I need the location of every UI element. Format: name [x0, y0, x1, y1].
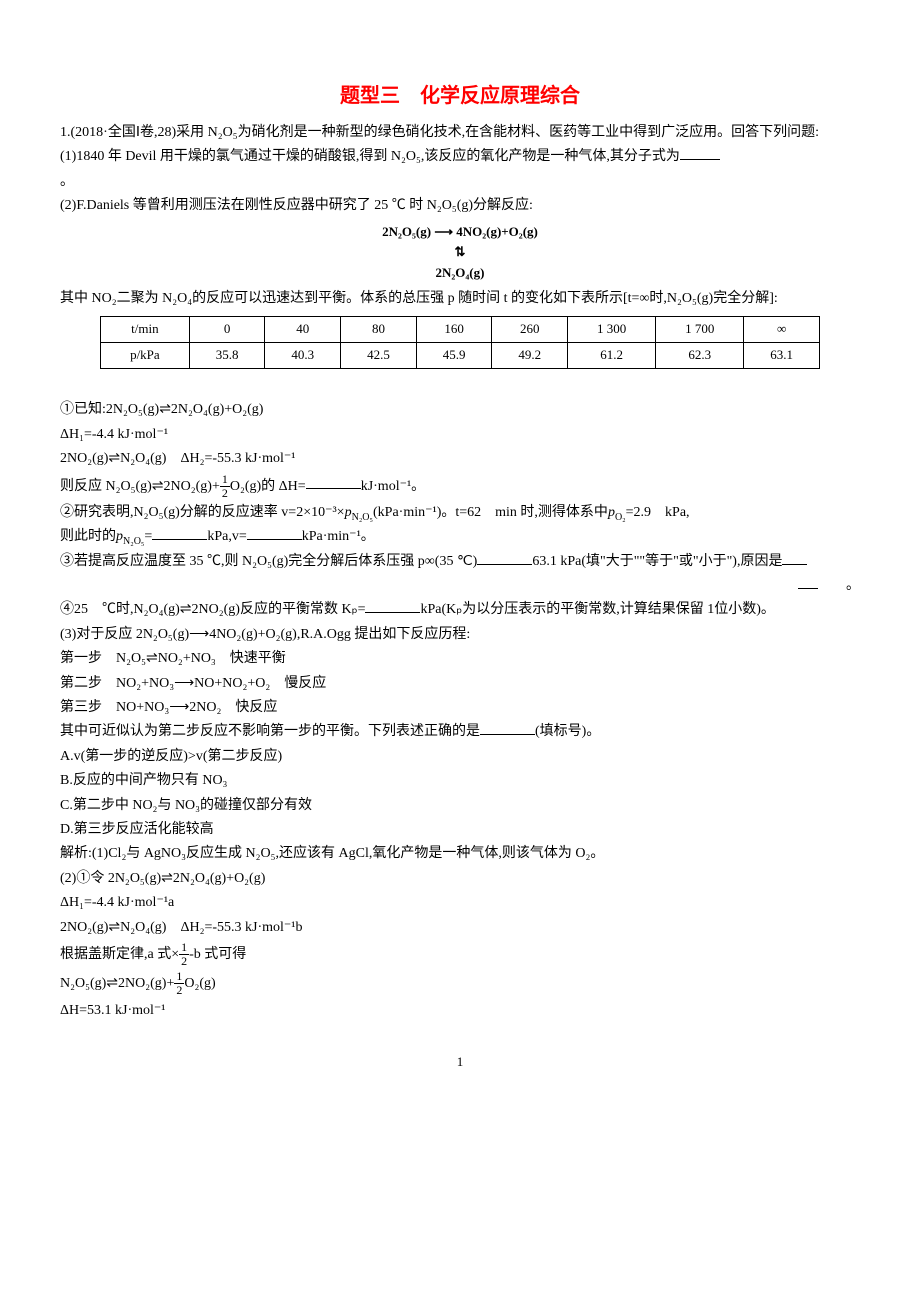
blank-3 — [152, 539, 207, 540]
item-3-end-text: 。 — [818, 578, 860, 593]
item-4: ④25 ℃时,N₂O₄(g)⇌2NO₂(g)反应的平衡常数 Kₚ= kPa(Kₚ为… — [60, 599, 860, 621]
var-p2: p — [608, 505, 615, 520]
item-2a-tail: (kPa·min⁻¹)。t=62 min 时,测得体系中 — [373, 505, 608, 520]
item-2b: 则此时的pN₂O₅= kPa,v= kPa·min⁻¹。 — [60, 526, 860, 548]
page-number: 1 — [60, 1052, 860, 1073]
option-d: D.第三步反应活化能较高 — [60, 819, 860, 841]
table-cell: t/min — [101, 317, 190, 343]
var-p3: p — [116, 529, 123, 544]
q1-1-period: 。 — [60, 171, 860, 193]
eq-line1: 2N₂O₅(g) ⟶ 4NO₂(g)+O₂(g) — [382, 224, 538, 239]
option-c: C.第二步中 NO₂与 NO₃的碰撞仅部分有效 — [60, 795, 860, 817]
table-cell: 1 300 — [568, 317, 656, 343]
item-3-text: ③若提高反应温度至 35 ℃,则 N₂O₅(g)完全分解后体系压强 p∞(35 … — [60, 554, 477, 569]
option-b: B.反应的中间产物只有 NO₃ — [60, 770, 860, 792]
blank-5 — [477, 564, 532, 565]
table-cell: p/kPa — [101, 343, 190, 369]
data-table: t/min 0 40 80 160 260 1 300 1 700 ∞ p/kP… — [100, 316, 820, 369]
item-3-tail: 63.1 kPa(填"大于""等于"或"小于"),原因是 — [532, 554, 782, 569]
eq-line3: 2N₂O₄(g) — [436, 265, 485, 280]
question-1-1: (1)1840 年 Devil 用干燥的氯气通过干燥的硝酸银,得到 N₂O₅,该… — [60, 146, 860, 168]
blank-8 — [480, 734, 535, 735]
answer-2b: ΔH₁=-4.4 kJ·mol⁻¹a — [60, 892, 860, 914]
answer-2c: 2NO₂(g)⇌N₂O₄(g) ΔH₂=-55.3 kJ·mol⁻¹b — [60, 917, 860, 939]
question-1-2b: 其中 NO₂二聚为 N₂O₄的反应可以迅速达到平衡。体系的总压强 p 随时间 t… — [60, 288, 860, 310]
table-cell: ∞ — [744, 317, 820, 343]
blank-7 — [365, 612, 420, 613]
item-2b-eq: = — [144, 529, 152, 544]
item-1d-c: kJ·mol⁻¹。 — [361, 478, 425, 493]
fraction: 12 — [174, 970, 184, 997]
item-2a-text: ②研究表明,N₂O₅(g)分解的反应速率 v=2×10⁻³× — [60, 505, 345, 520]
table-cell: 42.5 — [341, 343, 417, 369]
item-2a: ②研究表明,N₂O₅(g)分解的反应速率 v=2×10⁻³×pN₂O₅(kPa·… — [60, 502, 860, 524]
step-1: 第一步 N₂O₅⇌NO₂+NO₃ 快速平衡 — [60, 648, 860, 670]
blank-2 — [306, 488, 361, 489]
table-cell: 40.3 — [265, 343, 341, 369]
item-2b-u2: kPa·min⁻¹。 — [302, 529, 375, 544]
option-a: A.v(第一步的逆反应)>v(第二步反应) — [60, 746, 860, 768]
fraction: 12 — [220, 473, 230, 500]
step-q-tail: (填标号)。 — [535, 724, 600, 739]
blank-1 — [680, 159, 720, 160]
item-4b: kPa(Kₚ为以分压表示的平衡常数,计算结果保留 1位小数)。 — [420, 602, 774, 617]
table-cell: 62.3 — [656, 343, 744, 369]
q1-1-text: (1)1840 年 Devil 用干燥的氯气通过干燥的硝酸银,得到 N₂O₅,该… — [60, 149, 680, 164]
table-cell: 63.1 — [744, 343, 820, 369]
step-question: 其中可近似认为第二步反应不影响第一步的平衡。下列表述正确的是 (填标号)。 — [60, 721, 860, 743]
question-intro: 1.(2018·全国Ⅰ卷,28)采用 N₂O₅为硝化剂是一种新型的绿色硝化技术,… — [60, 122, 860, 144]
table-cell: 80 — [341, 317, 417, 343]
reaction-diagram: 2N₂O₅(g) ⟶ 4NO₂(g)+O₂(g) ⇅ 2N₂O₄(g) — [60, 222, 860, 284]
answer-2a: (2)①令 2N₂O₅(g)⇌2N₂O₄(g)+O₂(g) — [60, 868, 860, 890]
step-q-text: 其中可近似认为第二步反应不影响第一步的平衡。下列表述正确的是 — [60, 724, 480, 739]
step-3: 第三步 NO+NO₃⟶2NO₂ 快反应 — [60, 697, 860, 719]
ans-2d-b: -b 式可得 — [189, 947, 246, 962]
question-3: (3)对于反应 2N₂O₅(g)⟶4NO₂(g)+O₂(g),R.A.Ogg 提… — [60, 624, 860, 646]
item-1d: 则反应 N₂O₅(g)⇌2NO₂(g)+12O₂(g)的 ΔH= kJ·mol⁻¹… — [60, 473, 860, 500]
sub-1: N₂O₅ — [352, 512, 373, 523]
question-1-2a: (2)F.Daniels 等曾利用测压法在刚性反应器中研究了 25 ℃ 时 N₂… — [60, 195, 860, 217]
item-3-end: 。 — [60, 575, 860, 597]
table-row: p/kPa 35.8 40.3 42.5 45.9 49.2 61.2 62.3… — [101, 343, 820, 369]
sub-2: O₂ — [615, 512, 626, 523]
table-cell: 1 700 — [656, 317, 744, 343]
fraction: 12 — [179, 941, 189, 968]
table-cell: 40 — [265, 317, 341, 343]
item-1a: ①已知:2N₂O₅(g)⇌2N₂O₄(g)+O₂(g) — [60, 399, 860, 421]
table-cell: 0 — [189, 317, 265, 343]
answer-2f: ΔH=53.1 kJ·mol⁻¹ — [60, 1000, 860, 1022]
item-2a-eq: =2.9 kPa, — [626, 505, 690, 520]
blank-6b — [798, 588, 818, 589]
answer-2e: N₂O₅(g)⇌2NO₂(g)+12O₂(g) — [60, 970, 860, 997]
item-2b-u1: kPa,v= — [207, 529, 246, 544]
table-cell: 260 — [492, 317, 568, 343]
item-1b: ΔH₁=-4.4 kJ·mol⁻¹ — [60, 424, 860, 446]
answer-1: 解析:(1)Cl₂与 AgNO₃反应生成 N₂O₅,还应该有 AgCl,氧化产物… — [60, 843, 860, 865]
blank-6 — [782, 564, 807, 565]
item-1d-a: 则反应 N₂O₅(g)⇌2NO₂(g)+ — [60, 478, 220, 493]
table-cell: 160 — [416, 317, 492, 343]
table-cell: 35.8 — [189, 343, 265, 369]
ans-2e-a: N₂O₅(g)⇌2NO₂(g)+ — [60, 976, 174, 991]
item-3: ③若提高反应温度至 35 ℃,则 N₂O₅(g)完全分解后体系压强 p∞(35 … — [60, 551, 860, 573]
var-p1: p — [345, 505, 352, 520]
item-1d-b: O₂(g)的 ΔH= — [230, 478, 306, 493]
table-cell: 61.2 — [568, 343, 656, 369]
item-1c: 2NO₂(g)⇌N₂O₄(g) ΔH₂=-55.3 kJ·mol⁻¹ — [60, 448, 860, 470]
eq-line2: ⇅ — [455, 244, 466, 259]
item-2b-a: 则此时的 — [60, 529, 116, 544]
table-row: t/min 0 40 80 160 260 1 300 1 700 ∞ — [101, 317, 820, 343]
table-cell: 45.9 — [416, 343, 492, 369]
answer-2d: 根据盖斯定律,a 式×12-b 式可得 — [60, 941, 860, 968]
table-cell: 49.2 — [492, 343, 568, 369]
item-4a: ④25 ℃时,N₂O₄(g)⇌2NO₂(g)反应的平衡常数 Kₚ= — [60, 602, 365, 617]
sub-3: N₂O₅ — [123, 536, 144, 547]
step-2: 第二步 NO₂+NO₃⟶NO+NO₂+O₂ 慢反应 — [60, 673, 860, 695]
ans-2d-a: 根据盖斯定律,a 式× — [60, 947, 179, 962]
ans-2e-b: O₂(g) — [184, 976, 215, 991]
blank-4 — [247, 539, 302, 540]
page-title: 题型三 化学反应原理综合 — [60, 80, 860, 112]
